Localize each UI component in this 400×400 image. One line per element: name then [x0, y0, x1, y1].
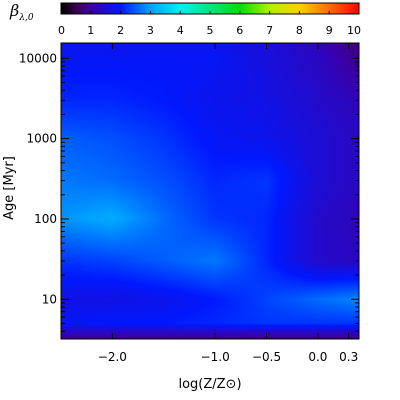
colorbar: βλ,0 0 1 2 3 4 5 6 7 8 9 10: [9, 1, 361, 37]
x-tick-label: 0.3: [339, 350, 358, 364]
y-tick-label: 10: [42, 292, 57, 306]
x-tick-label: −0.5: [252, 350, 281, 364]
colorbar-ticks: 0 1 2 3 4 5 6 7 8 9 10: [58, 11, 361, 37]
colorbar-tick-label: 7: [266, 24, 273, 37]
y-axis-ticks: 10 100 1000 10000: [19, 51, 359, 332]
colorbar-tick-label: 3: [147, 24, 154, 37]
y-tick-label: 10000: [19, 51, 57, 65]
plot-area: −2.0 −1.0 −0.5 0.0 0.3 10 100 1000 10000: [19, 42, 360, 364]
colorbar-tick-label: 6: [236, 24, 243, 37]
y-tick-label: 1000: [26, 132, 57, 146]
y-axis-label: Age [Myr]: [2, 156, 17, 220]
colorbar-tick-label: 1: [87, 24, 94, 37]
colorbar-tick-label: 9: [326, 24, 333, 37]
colorbar-tick-label: 0: [58, 24, 65, 37]
colorbar-tick-label: 10: [347, 24, 361, 37]
y-tick-label: 100: [34, 212, 57, 226]
x-tick-label: 0.0: [308, 350, 327, 364]
x-tick-label: −2.0: [98, 350, 127, 364]
x-tick-label: −1.0: [201, 350, 230, 364]
x-axis-label: log(Z/Z⊙): [178, 377, 241, 392]
heatmap-image: [61, 43, 359, 339]
colorbar-tick-label: 4: [177, 24, 184, 37]
colorbar-title-main: β: [9, 1, 19, 20]
plot-frame: [60, 42, 360, 340]
colorbar-title-sub: λ,0: [18, 13, 34, 23]
colorbar-title: βλ,0: [9, 1, 34, 23]
x-axis-ticks: −2.0 −1.0 −0.5 0.0 0.3: [98, 43, 358, 364]
colorbar-tick-label: 2: [117, 24, 124, 37]
colorbar-tick-label: 5: [207, 24, 214, 37]
colorbar-tick-label: 8: [296, 24, 303, 37]
